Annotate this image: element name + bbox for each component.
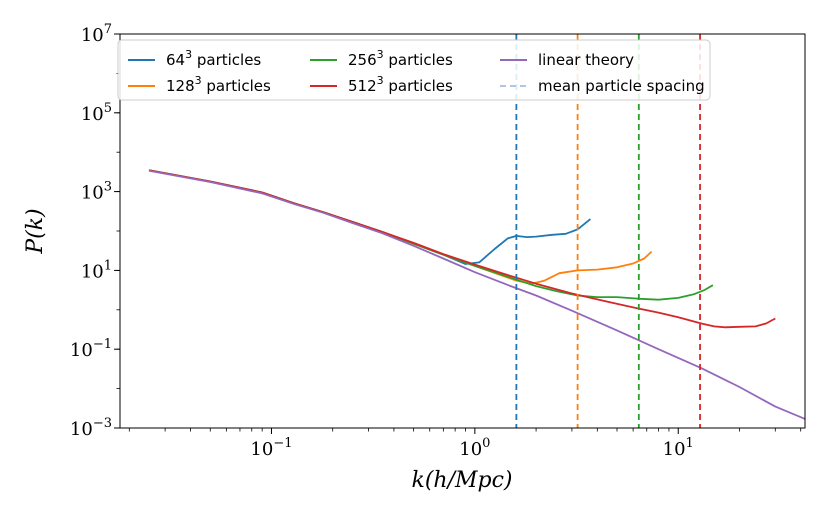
legend-label: 643 particles [166, 48, 261, 69]
legend-label: mean particle spacing [538, 77, 705, 95]
legend-label: linear theory [538, 51, 634, 69]
y-tick-label: 10−3 [70, 416, 112, 440]
y-tick-label: 105 [81, 101, 112, 125]
x-tick-label: 10−1 [250, 436, 292, 460]
legend-label: 2563 particles [348, 48, 453, 69]
series-line-4 [148, 169, 806, 420]
legend-label: 5123 particles [348, 74, 453, 95]
x-tick-label: 101 [663, 436, 694, 460]
legend: 643 particles 1283 particles 2563 particle… [117, 39, 711, 101]
y-tick-label: 107 [81, 22, 112, 46]
x-axis-label: k(h/Mpc) [411, 468, 512, 493]
plot-frame [119, 33, 806, 429]
series-layer [148, 169, 806, 420]
ticks-layer: 10−1 100 101 10−3 10−1 101 103 105 107 [70, 22, 802, 460]
y-tick-label: 10−1 [70, 337, 112, 361]
y-tick-label: 103 [81, 180, 112, 204]
legend-box [117, 39, 711, 101]
x-tick-label: 100 [459, 436, 490, 460]
y-axis-label: P(k) [23, 208, 48, 254]
y-tick-label: 101 [81, 258, 112, 282]
legend-label: 1283 particles [166, 74, 271, 95]
